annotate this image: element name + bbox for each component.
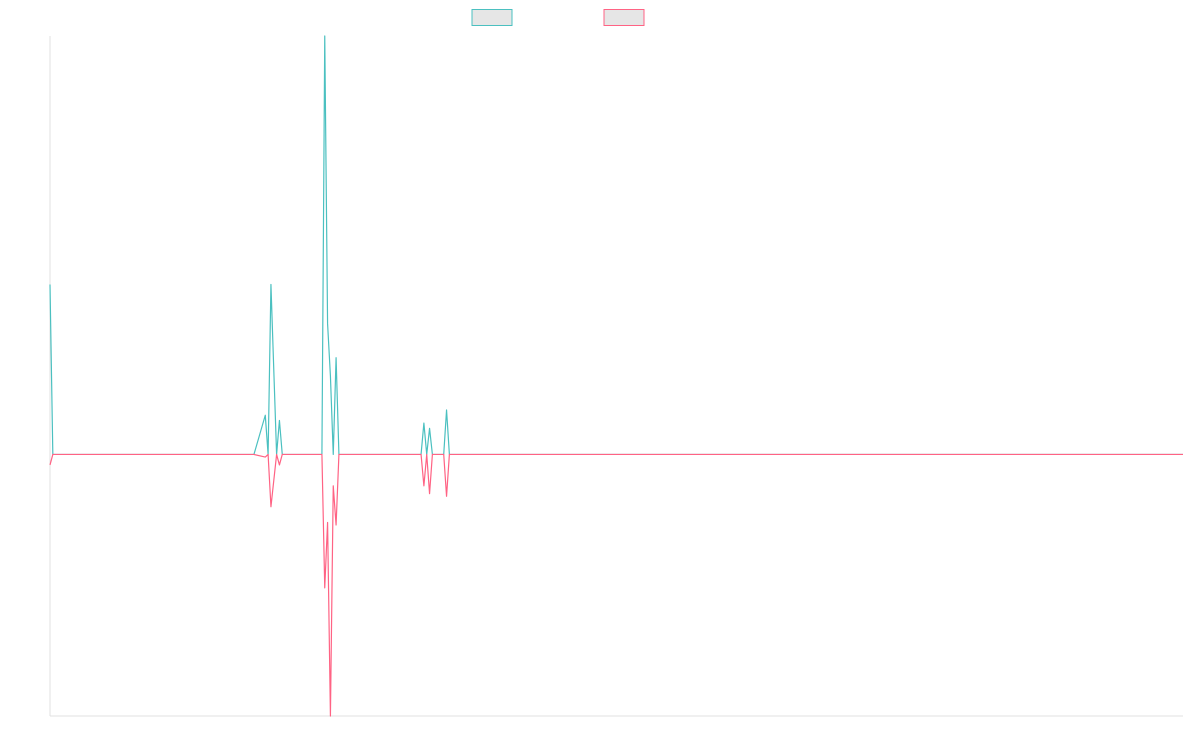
legend-swatch-1[interactable] [471, 9, 513, 26]
series-2 [49, 453, 1183, 717]
series-line-1 [49, 35, 1183, 456]
legend-swatch-2[interactable] [603, 9, 645, 26]
plot-area [49, 35, 1183, 717]
series-1 [49, 35, 1183, 456]
legend [471, 9, 645, 26]
axes [49, 36, 1183, 717]
series-line-2 [49, 453, 1183, 717]
